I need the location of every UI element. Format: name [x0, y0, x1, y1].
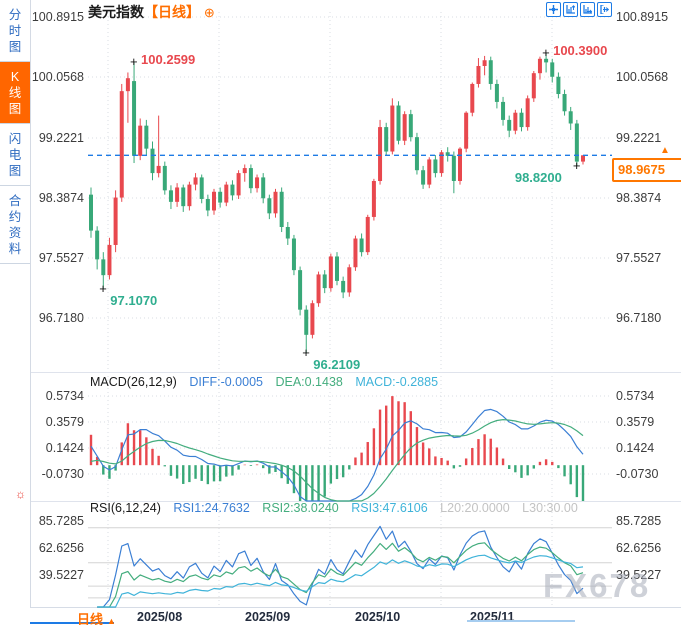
rsi-l30-value: L30:30.00	[522, 501, 578, 515]
tab-daily[interactable]: 日线 ▲	[77, 612, 116, 625]
crosshair-icon[interactable]	[546, 2, 561, 17]
sidebar-item-lightning[interactable]: 闪电图	[0, 124, 30, 186]
chart-title: 美元指数【日线】 ⊕	[88, 2, 215, 20]
crosshair-marker: +	[302, 345, 310, 361]
rsi-tick: 39.5227	[38, 568, 84, 582]
x-axis-label: 2025/10	[355, 610, 401, 624]
sidebar: 分时图 K线图 闪电图 合约资料 ☼	[0, 0, 31, 625]
rsi-tick: 85.7285	[616, 514, 662, 528]
price-annotation: 96.2109	[313, 357, 361, 373]
y-tick: 100.0568	[31, 70, 84, 84]
rsi-l20-value: L20:20.0000	[440, 501, 510, 515]
y-tick: 99.2221	[616, 131, 662, 145]
chevron-up-icon: ▲	[107, 616, 116, 625]
crosshair-marker: +	[130, 54, 138, 70]
macd-tick: -0.0730	[41, 467, 84, 481]
symbol-name: 美元指数	[88, 4, 144, 20]
rsi2-value: RSI2:38.0240	[262, 501, 339, 515]
crosshair-marker: +	[542, 45, 550, 61]
y-tick: 100.8915	[31, 10, 84, 24]
bottom-bar: 日线 ▲ 2025/08 2025/09 2025/10 2025/11	[30, 608, 681, 625]
sidebar-item-timeshare[interactable]: 分时图	[0, 0, 30, 62]
y-tick: 97.5527	[616, 251, 662, 265]
rsi3-value: RSI3:47.6106	[351, 501, 428, 515]
macd-dea-value: DEA:0.1438	[275, 375, 343, 389]
chart-toolbar	[546, 2, 612, 17]
macd-tick: 0.1424	[616, 441, 655, 455]
price-annotation: 100.2599	[141, 52, 196, 68]
y-tick: 96.7180	[38, 311, 84, 325]
y-tick: 100.8915	[616, 10, 669, 24]
sidebar-item-kline[interactable]: K线图	[0, 62, 30, 124]
rsi1-value: RSI1:24.7632	[173, 501, 250, 515]
macd-tick: 0.1424	[45, 441, 84, 455]
macd-header: MACD(26,12,9) DIFF:-0.0005 DEA:0.1438 MA…	[90, 375, 439, 389]
rsi-tick: 39.5227	[616, 568, 662, 582]
macd-tick: 0.5734	[616, 389, 655, 403]
watermark: FX678	[543, 567, 651, 604]
price-annotation: 98.8200	[514, 169, 562, 185]
alert-blink-icon[interactable]: ☼	[15, 487, 26, 501]
x-axis-label: 2025/08	[137, 610, 183, 624]
y-tick: 100.0568	[616, 70, 669, 84]
rsi-tick: 62.6256	[38, 541, 84, 555]
macd-diff-value: DIFF:-0.0005	[189, 375, 263, 389]
rsi-header: RSI(6,12,24) RSI1:24.7632 RSI2:38.0240 R…	[90, 501, 578, 515]
price-arrow-icon: ▲	[660, 145, 670, 157]
macd-tick: 0.3579	[45, 415, 84, 429]
zoom-horizontal-icon[interactable]	[580, 2, 595, 17]
y-tick: 98.3874	[38, 191, 84, 205]
scrollbar-thumb[interactable]	[467, 620, 575, 622]
y-tick: 98.3874	[616, 191, 662, 205]
pan-out-icon[interactable]	[597, 2, 612, 17]
crosshair-marker: +	[99, 281, 107, 297]
price-annotation: 100.3900	[553, 43, 608, 59]
macd-tick: 0.3579	[616, 415, 655, 429]
macd-tick: -0.0730	[616, 467, 659, 481]
x-axis-label: 2025/09	[245, 610, 291, 624]
active-tab-underline	[30, 622, 114, 624]
price-annotation: 97.1070	[110, 293, 158, 309]
rsi-tick: 62.6256	[616, 541, 662, 555]
crosshair-marker: +	[572, 157, 581, 173]
y-tick: 99.2221	[38, 131, 84, 145]
period-tag: 【日线】	[144, 4, 200, 20]
zoom-vertical-icon[interactable]	[563, 2, 578, 17]
y-tick: 96.7180	[616, 311, 662, 325]
rsi-tick: 85.7285	[38, 514, 84, 528]
circle-plus-icon[interactable]: ⊕	[203, 5, 215, 20]
y-tick: 97.5527	[38, 251, 84, 265]
sidebar-item-contract-info[interactable]: 合约资料	[0, 186, 30, 264]
macd-hist-value: MACD:-0.2885	[355, 375, 439, 389]
current-price-box: 98.9675	[612, 158, 681, 183]
macd-tick: 0.5734	[45, 389, 84, 403]
